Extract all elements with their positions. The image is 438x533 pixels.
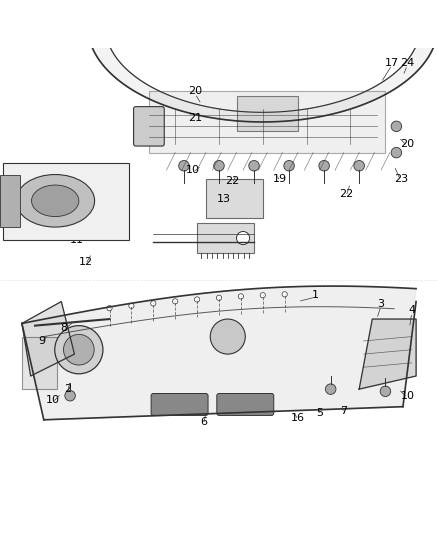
Circle shape xyxy=(237,231,250,245)
Text: 19: 19 xyxy=(273,174,287,184)
Text: 22: 22 xyxy=(339,189,353,199)
Text: 5: 5 xyxy=(42,211,49,221)
Polygon shape xyxy=(22,302,74,376)
Circle shape xyxy=(380,386,391,397)
Circle shape xyxy=(260,293,265,298)
Circle shape xyxy=(325,384,336,394)
Text: 4: 4 xyxy=(408,305,415,316)
Polygon shape xyxy=(237,96,298,131)
Text: 24: 24 xyxy=(400,58,414,68)
Text: 10: 10 xyxy=(186,165,200,175)
Polygon shape xyxy=(197,223,254,253)
Polygon shape xyxy=(206,179,263,219)
Circle shape xyxy=(64,334,94,365)
Text: 5: 5 xyxy=(316,408,323,418)
Text: 20: 20 xyxy=(400,139,414,149)
Text: 3: 3 xyxy=(378,298,385,309)
Text: 21: 21 xyxy=(188,112,202,123)
Text: 9: 9 xyxy=(38,336,45,346)
Polygon shape xyxy=(22,286,416,420)
Text: 2: 2 xyxy=(64,384,71,394)
Circle shape xyxy=(319,160,329,171)
Circle shape xyxy=(194,297,200,302)
Circle shape xyxy=(214,160,224,171)
Polygon shape xyxy=(22,336,57,389)
Circle shape xyxy=(216,295,222,301)
Text: 10: 10 xyxy=(46,395,60,405)
Text: 23: 23 xyxy=(394,174,408,184)
Circle shape xyxy=(151,301,156,306)
Circle shape xyxy=(238,294,244,299)
Circle shape xyxy=(249,160,259,171)
Circle shape xyxy=(65,391,75,401)
FancyBboxPatch shape xyxy=(151,393,208,415)
Text: 20: 20 xyxy=(188,86,202,96)
Circle shape xyxy=(173,298,178,304)
Circle shape xyxy=(354,160,364,171)
Circle shape xyxy=(55,326,103,374)
Text: 22: 22 xyxy=(225,176,239,186)
FancyBboxPatch shape xyxy=(217,393,274,415)
Text: 7: 7 xyxy=(340,406,347,416)
Polygon shape xyxy=(359,319,416,389)
Circle shape xyxy=(284,160,294,171)
Circle shape xyxy=(129,303,134,309)
Circle shape xyxy=(282,292,287,297)
Circle shape xyxy=(391,121,402,132)
Text: 16: 16 xyxy=(291,413,305,423)
Polygon shape xyxy=(90,39,436,122)
Text: 11: 11 xyxy=(70,235,84,245)
Text: 1: 1 xyxy=(312,290,319,300)
Polygon shape xyxy=(149,91,385,152)
Circle shape xyxy=(107,305,112,311)
Text: 17: 17 xyxy=(385,58,399,68)
FancyBboxPatch shape xyxy=(134,107,164,146)
Circle shape xyxy=(179,160,189,171)
Circle shape xyxy=(210,319,245,354)
Text: 12: 12 xyxy=(78,257,92,267)
Circle shape xyxy=(391,147,402,158)
Text: 10: 10 xyxy=(400,391,414,401)
Text: 6: 6 xyxy=(200,417,207,427)
Text: 8: 8 xyxy=(60,323,67,333)
Text: 13: 13 xyxy=(216,193,230,204)
